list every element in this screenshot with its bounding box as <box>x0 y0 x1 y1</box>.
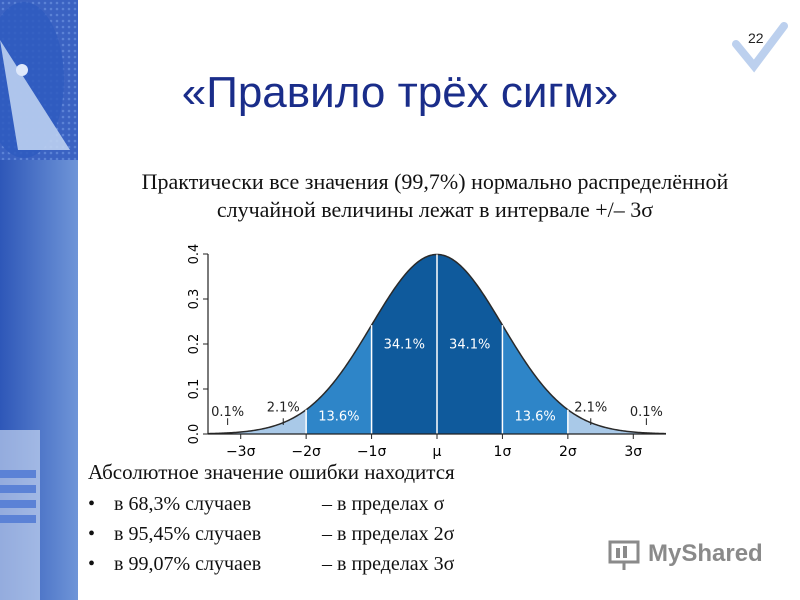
bullet-range: – в пределах σ <box>322 493 445 515</box>
bullet-percent: в 99,07% случаев <box>114 553 262 575</box>
region-label: 34.1% <box>384 338 425 353</box>
bullet-range: – в пределах 3σ <box>322 553 455 575</box>
x-tick-label: −1σ <box>357 444 387 460</box>
subtitle: Практически все значения (99,7%) нормаль… <box>85 168 785 224</box>
subtitle-line-1: Практически все значения (99,7%) нормаль… <box>141 169 729 194</box>
x-tick-label: 1σ <box>494 444 512 460</box>
check-icon <box>732 22 788 73</box>
presentation-icon <box>608 540 640 570</box>
bullet-dot: • <box>88 493 96 515</box>
region-label: 2.1% <box>267 401 300 416</box>
normal-distribution-chart: 0.0 0.1 0.2 0.3 0.4 −3σ −2σ −1σ μ 1σ 2σ 3σ 0.1% 2.1% 1… <box>187 244 667 460</box>
region-label: 34.1% <box>449 338 490 353</box>
y-tick-label: 0.1 <box>187 379 202 400</box>
region-label: 13.6% <box>318 410 359 425</box>
region-area <box>208 409 307 434</box>
x-tick-label: −3σ <box>226 444 256 460</box>
region-area <box>567 409 666 434</box>
myshared-logo: MyShared <box>604 538 764 572</box>
logo-text: MyShared <box>648 540 763 567</box>
bullet-range: – в пределах 2σ <box>322 523 455 545</box>
absolute-error-text: Абсолютное значение ошибки находится <box>88 460 455 484</box>
decorative-sidebar <box>0 0 78 600</box>
x-tick-label: 3σ <box>624 444 642 460</box>
x-tick-label: 2σ <box>559 444 577 460</box>
region-label: 2.1% <box>574 401 607 416</box>
region-label: 0.1% <box>211 405 244 420</box>
subtitle-line-2: случайной величины лежат в интервале +/–… <box>216 197 654 222</box>
region-label: 13.6% <box>514 410 555 425</box>
y-tick-label: 0.3 <box>187 289 202 310</box>
page-number: 22 <box>748 30 764 46</box>
x-tick-label: −2σ <box>291 444 321 460</box>
bullet-percent: в 68,3% случаев <box>114 493 252 515</box>
x-tick-label: μ <box>433 444 442 460</box>
region-label: 0.1% <box>630 405 663 420</box>
y-tick-label: 0.0 <box>187 424 202 445</box>
bullet-dot: • <box>88 523 96 545</box>
y-tick-label: 0.4 <box>187 244 202 265</box>
bullet-percent: в 95,45% случаев <box>114 523 262 545</box>
slide-title: «Правило трёх сигм» <box>181 68 619 117</box>
bullet-dot: • <box>88 553 96 575</box>
y-tick-label: 0.2 <box>187 334 202 355</box>
